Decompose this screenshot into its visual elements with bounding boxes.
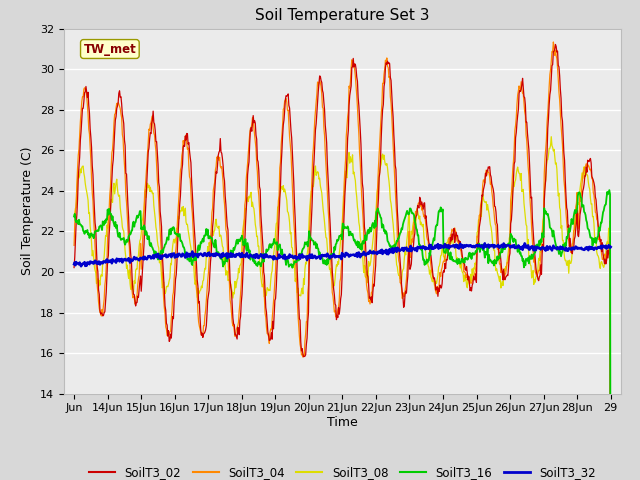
SoilT3_16 <box>605 187 613 193</box>
SoilT3_08 <box>70 214 78 219</box>
SoilT3_04 <box>259 267 266 273</box>
SoilT3_32 <box>398 245 406 251</box>
SoilT3_16 <box>279 251 287 257</box>
SoilT3_32 <box>280 255 287 261</box>
SoilT3_02 <box>279 133 287 139</box>
Y-axis label: Soil Temperature (C): Soil Temperature (C) <box>22 147 35 276</box>
SoilT3_04 <box>397 285 405 291</box>
SoilT3_02 <box>133 300 141 305</box>
Line: SoilT3_16: SoilT3_16 <box>74 190 611 480</box>
SoilT3_32 <box>134 256 141 262</box>
SoilT3_02 <box>232 331 239 337</box>
SoilT3_32 <box>77 264 85 269</box>
SoilT3_04 <box>550 39 557 45</box>
SoilT3_08 <box>428 276 435 282</box>
Line: SoilT3_02: SoilT3_02 <box>74 45 611 480</box>
SoilT3_08 <box>279 186 287 192</box>
SoilT3_16 <box>232 242 239 248</box>
SoilT3_32 <box>232 251 240 257</box>
SoilT3_02 <box>70 264 78 270</box>
SoilT3_32 <box>607 244 614 250</box>
SoilT3_32 <box>259 255 267 261</box>
Line: SoilT3_04: SoilT3_04 <box>74 42 611 480</box>
SoilT3_32 <box>481 240 488 246</box>
SoilT3_16 <box>397 226 405 231</box>
SoilT3_02 <box>397 282 405 288</box>
SoilT3_04 <box>70 242 78 248</box>
SoilT3_16 <box>70 214 78 219</box>
SoilT3_16 <box>133 213 141 218</box>
Line: SoilT3_08: SoilT3_08 <box>74 137 611 480</box>
SoilT3_08 <box>547 134 555 140</box>
X-axis label: Time: Time <box>327 416 358 429</box>
SoilT3_02 <box>552 42 559 48</box>
SoilT3_04 <box>232 330 239 336</box>
SoilT3_04 <box>279 122 287 128</box>
SoilT3_32 <box>70 261 78 267</box>
SoilT3_16 <box>259 259 266 264</box>
Line: SoilT3_32: SoilT3_32 <box>74 243 611 266</box>
SoilT3_08 <box>232 285 239 291</box>
SoilT3_04 <box>133 292 141 298</box>
SoilT3_04 <box>428 269 435 275</box>
Legend: SoilT3_02, SoilT3_04, SoilT3_08, SoilT3_16, SoilT3_32: SoilT3_02, SoilT3_04, SoilT3_08, SoilT3_… <box>84 461 601 480</box>
SoilT3_08 <box>133 266 141 272</box>
SoilT3_32 <box>428 244 436 250</box>
SoilT3_08 <box>259 284 266 290</box>
SoilT3_08 <box>397 279 405 285</box>
SoilT3_16 <box>428 244 435 250</box>
SoilT3_02 <box>428 259 435 265</box>
Title: Soil Temperature Set 3: Soil Temperature Set 3 <box>255 9 429 24</box>
Text: TW_met: TW_met <box>83 43 136 56</box>
SoilT3_02 <box>259 235 266 241</box>
